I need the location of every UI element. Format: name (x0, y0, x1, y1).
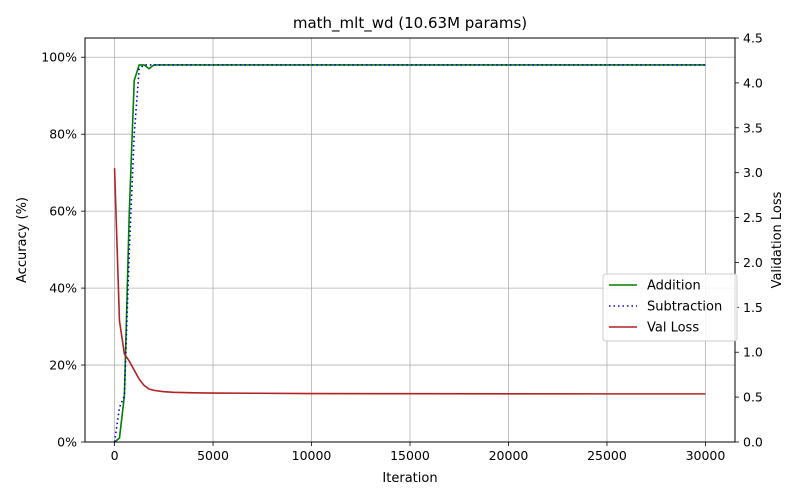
x-tick-label: 15000 (390, 448, 430, 463)
y2-tick-label: 4.5 (743, 31, 763, 46)
series-layer (113, 64, 706, 443)
y-tick-label: 0% (57, 435, 77, 450)
y-axis-right: 0.0 0.5 1.0 1.5 2.0 2.5 3.0 3.5 4.0 4.5 (735, 31, 763, 450)
legend: Addition Subtraction Val Loss (602, 273, 738, 342)
y-tick-label: 80% (49, 127, 77, 142)
y2-tick-label: 3.5 (743, 120, 763, 135)
y2-tick-label: 4.0 (743, 75, 763, 90)
y2-tick-label: 3.0 (743, 165, 763, 180)
y-tick-label: 60% (49, 204, 77, 219)
x-tick-label: 20000 (489, 448, 529, 463)
y2-tick-label: 1.5 (743, 300, 763, 315)
series-line-val-loss (113, 168, 706, 395)
y-axis-left: 0% 20% 40% 60% 80% 100% (41, 50, 85, 450)
y2-tick-label: 0.5 (743, 390, 763, 405)
y-tick-label: 40% (49, 281, 77, 296)
y2-tick-label: 1.0 (743, 345, 763, 360)
legend-label: Val Loss (647, 321, 699, 336)
y-tick-label: 20% (49, 358, 77, 373)
y-tick-label: 100% (41, 50, 77, 65)
y-axis-label: Accuracy (%) (15, 197, 30, 283)
legend-box (602, 273, 738, 342)
x-tick-label: 0 (111, 448, 119, 463)
y2-tick-label: 2.5 (743, 210, 763, 225)
y2-axis-label: Validation Loss (770, 191, 785, 288)
x-tick-label: 30000 (686, 448, 726, 463)
legend-label: Subtraction (647, 300, 722, 315)
x-axis: 0 5000 10000 15000 20000 25000 30000 (111, 442, 726, 463)
y2-tick-label: 0.0 (743, 435, 763, 450)
x-axis-label: Iteration (382, 471, 437, 486)
x-tick-label: 25000 (587, 448, 627, 463)
chart-title: math_mlt_wd (10.63M params) (293, 14, 527, 33)
y2-tick-label: 2.0 (743, 255, 763, 270)
x-tick-label: 5000 (197, 448, 229, 463)
x-tick-label: 10000 (292, 448, 332, 463)
legend-label: Addition (647, 279, 701, 294)
